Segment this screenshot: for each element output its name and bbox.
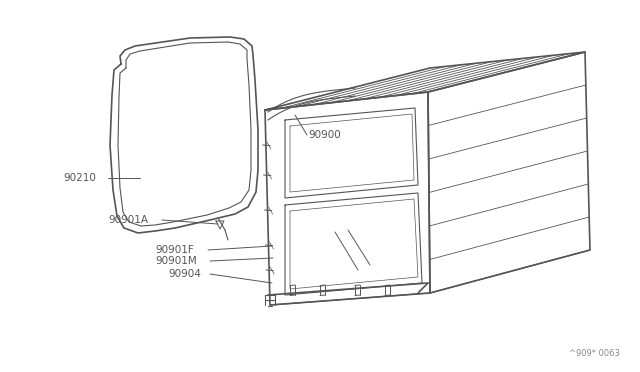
Text: ^909* 0063: ^909* 0063 (569, 349, 620, 358)
Text: 90210: 90210 (63, 173, 96, 183)
Text: 90901F: 90901F (155, 245, 194, 255)
Text: 90900: 90900 (308, 130, 340, 140)
Text: 90904: 90904 (168, 269, 201, 279)
Text: 90901A: 90901A (108, 215, 148, 225)
Text: 90901M: 90901M (155, 256, 196, 266)
